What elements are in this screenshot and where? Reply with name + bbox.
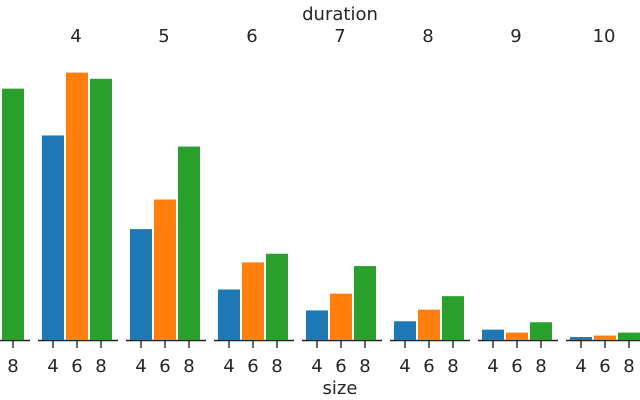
x-tick-label: 6 (159, 356, 170, 377)
panel-title: 9 (510, 26, 521, 47)
bar-size-8-duration-3 (2, 88, 24, 341)
panel-title: 10 (593, 26, 616, 47)
bar-size-8-duration-7 (354, 266, 376, 340)
column-facet-title: duration (302, 4, 378, 25)
x-tick-label: 4 (487, 356, 498, 377)
x-tick-label: 8 (271, 356, 282, 377)
bar-size-8-duration-4 (90, 78, 112, 341)
x-tick-label: 6 (71, 356, 82, 377)
bar-size-6-duration-5 (154, 199, 176, 340)
panel-title: 7 (334, 26, 345, 47)
x-tick-label: 4 (223, 356, 234, 377)
bar-size-4-duration-5 (130, 229, 152, 340)
x-tick-label: 6 (511, 356, 522, 377)
panel-title: 6 (246, 26, 257, 47)
x-tick-label: 4 (311, 356, 322, 377)
bar-size-4-duration-6 (218, 289, 240, 340)
bar-size-4-duration-7 (306, 310, 328, 340)
panel-title: 4 (70, 26, 81, 47)
bar-size-4-duration-9 (482, 329, 504, 340)
panel-title: 8 (422, 26, 433, 47)
bar-size-8-duration-8 (442, 296, 464, 340)
bar-size-8-duration-5 (178, 146, 200, 340)
bar-size-4-duration-10 (570, 337, 592, 340)
x-tick-label: 4 (575, 356, 586, 377)
bar-size-4-duration-8 (394, 321, 416, 340)
x-tick-label: 6 (335, 356, 346, 377)
bar-size-6-duration-9 (506, 332, 528, 340)
x-tick-label: 6 (599, 356, 610, 377)
bar-size-6-duration-6 (242, 262, 264, 340)
x-tick-label: 8 (183, 356, 194, 377)
bar-size-6-duration-7 (330, 293, 352, 340)
bar-size-6-duration-8 (418, 309, 440, 340)
x-tick-label: 6 (247, 356, 258, 377)
x-tick-label: 4 (135, 356, 146, 377)
bar-size-8-duration-9 (530, 322, 552, 340)
x-tick-label: 8 (447, 356, 458, 377)
x-tick-label: 8 (623, 356, 634, 377)
bar-size-6-duration-4 (66, 72, 88, 340)
bar-size-8-duration-10 (618, 332, 640, 340)
x-tick-label: 8 (359, 356, 370, 377)
x-axis-label: size (323, 378, 358, 399)
bar-size-6-duration-10 (594, 335, 616, 340)
x-tick-label: 8 (7, 356, 18, 377)
panel-title: 5 (158, 26, 169, 47)
bar-size-4-duration-4 (42, 135, 64, 340)
bar-size-8-duration-6 (266, 253, 288, 340)
x-tick-label: 8 (535, 356, 546, 377)
x-tick-label: 8 (95, 356, 106, 377)
x-tick-label: 4 (399, 356, 410, 377)
x-tick-label: 6 (423, 356, 434, 377)
x-tick-label: 4 (47, 356, 58, 377)
